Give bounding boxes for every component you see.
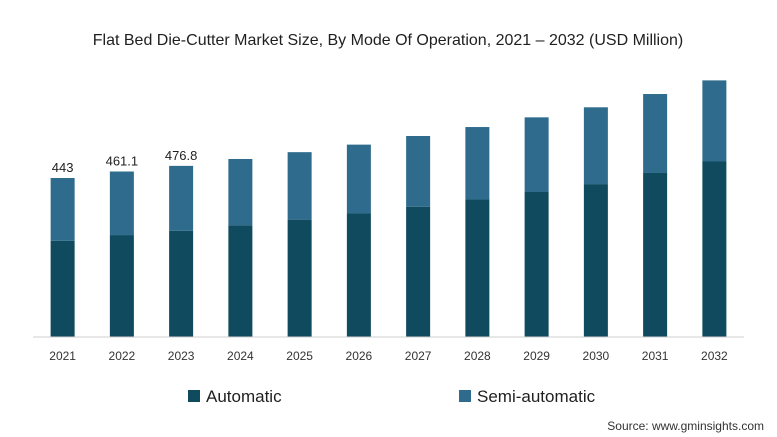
bar-semi-automatic-2029 [524,117,549,193]
bar-semi-automatic-2027 [406,136,431,207]
bar-semi-automatic-2030 [583,107,608,185]
bar-semi-automatic-2021 [50,178,75,241]
bar-automatic-2031 [643,172,668,337]
bar-semi-automatic-2025 [287,152,312,220]
x-tick-label: 2031 [642,349,669,363]
bar-semi-automatic-2031 [643,94,668,173]
bar-semi-automatic-2028 [465,127,490,200]
bar-automatic-2025 [287,219,312,337]
x-tick-label: 2024 [227,349,254,363]
bar-automatic-2022 [109,235,134,337]
bar-automatic-2024 [228,225,253,337]
data-label-2021: 443 [52,160,74,175]
bar-semi-automatic-2026 [346,144,371,214]
x-tick-label: 2026 [346,349,373,363]
bar-automatic-2026 [346,213,371,337]
bar-semi-automatic-2022 [109,171,134,236]
bars-layer [50,80,727,337]
data-label-2023: 476.8 [165,148,198,163]
bar-automatic-2028 [465,199,490,337]
legend: Automatic Semi-automatic [188,387,596,406]
x-tick-label: 2021 [49,349,76,363]
x-tick-label: 2022 [109,349,136,363]
x-tick-label: 2032 [701,349,728,363]
legend-automatic-label: Automatic [206,387,282,406]
legend-automatic-swatch [188,390,200,402]
bar-automatic-2030 [583,184,608,337]
bar-automatic-2023 [169,230,194,337]
bar-semi-automatic-2024 [228,158,253,226]
bar-automatic-2021 [50,240,75,337]
x-tick-label: 2028 [464,349,491,363]
x-tick-labels: 2021 2022 2023 2024 2025 2026 2027 2028 2029 2030… [49,349,728,363]
x-tick-label: 2025 [286,349,313,363]
source-note: Source: www.gminsights.com [607,419,764,433]
x-tick-label: 2023 [168,349,195,363]
x-tick-label: 2029 [523,349,550,363]
bar-semi-automatic-2032 [702,80,727,162]
legend-semi-automatic-label: Semi-automatic [477,387,596,406]
bar-automatic-2027 [406,206,431,337]
legend-semi-automatic-swatch [459,390,471,402]
bar-automatic-2029 [524,192,549,337]
x-tick-label: 2030 [583,349,610,363]
data-labels: 443 461.1 476.8 [52,148,198,175]
bar-semi-automatic-2023 [169,165,194,231]
bar-automatic-2032 [702,161,727,337]
chart-title: Flat Bed Die-Cutter Market Size, By Mode… [93,32,683,49]
x-tick-label: 2027 [405,349,432,363]
data-label-2022: 461.1 [106,154,139,169]
